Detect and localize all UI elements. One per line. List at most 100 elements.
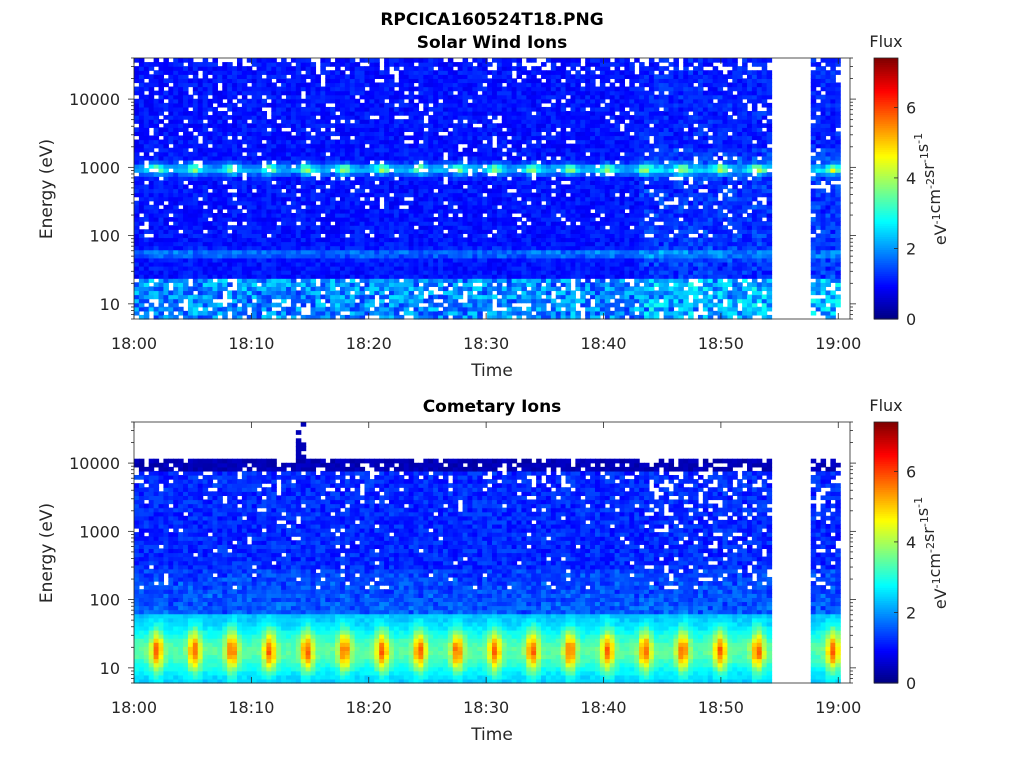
heatmap-cell	[295, 217, 302, 222]
heatmap-cell	[354, 82, 361, 88]
heatmap-cell	[227, 115, 233, 120]
heatmap-cell	[222, 204, 228, 210]
heatmap-cell	[187, 261, 194, 267]
heatmap-cell	[384, 131, 390, 137]
heatmap-cell	[369, 249, 375, 255]
heatmap-cell	[433, 180, 439, 186]
heatmap-cell	[531, 294, 537, 300]
heatmap-cell	[290, 135, 297, 141]
heatmap-cell	[276, 90, 282, 96]
heatmap-cell	[545, 314, 552, 320]
heatmap-cell	[266, 245, 272, 251]
heatmap-cell	[202, 82, 209, 88]
heatmap-cell	[212, 172, 218, 177]
heatmap-cell	[212, 237, 218, 243]
heatmap-cell	[178, 212, 184, 218]
heatmap-cell	[487, 159, 493, 165]
heatmap-cell	[305, 70, 312, 75]
heatmap-cell	[511, 123, 518, 128]
heatmap-cell	[212, 66, 218, 71]
heatmap-cell	[354, 90, 361, 96]
heatmap-cell	[511, 102, 518, 108]
heatmap-cell	[197, 115, 204, 120]
heatmap-cell	[369, 102, 375, 108]
heatmap-cell	[492, 286, 498, 292]
heatmap-cell	[452, 294, 459, 300]
heatmap-cell	[506, 274, 513, 279]
heatmap-cell	[428, 270, 434, 275]
heatmap-cell	[256, 164, 263, 169]
heatmap-cell	[217, 302, 223, 308]
heatmap-cell	[428, 249, 434, 255]
heatmap-cell	[472, 196, 478, 202]
heatmap-cell	[457, 196, 464, 202]
heatmap-cell	[192, 90, 199, 96]
heatmap-cell	[536, 155, 542, 161]
heatmap-cell	[295, 290, 302, 296]
heatmap-cell	[227, 172, 233, 177]
heatmap-cell	[408, 168, 415, 173]
heatmap-cell	[335, 115, 341, 120]
heatmap-cell	[354, 127, 361, 133]
heatmap-cell	[403, 245, 410, 251]
heatmap-cell	[134, 58, 140, 63]
heatmap-cell	[236, 225, 243, 230]
heatmap-cell	[339, 298, 346, 304]
heatmap-cell	[241, 241, 248, 247]
heatmap-cell	[438, 143, 444, 149]
heatmap-cell	[379, 90, 385, 96]
heatmap-cell	[550, 253, 557, 259]
heatmap-cell	[192, 196, 199, 202]
heatmap-cell	[536, 135, 542, 141]
heatmap-cell	[339, 147, 346, 153]
heatmap-cell	[506, 245, 513, 251]
heatmap-cell	[531, 135, 537, 141]
heatmap-cell	[178, 123, 184, 128]
heatmap-cell	[541, 233, 547, 239]
heatmap-cell	[442, 135, 449, 141]
heatmap-cell	[447, 265, 454, 271]
heatmap-cell	[496, 172, 503, 177]
heatmap-cell	[501, 229, 508, 234]
heatmap-cell	[536, 192, 542, 198]
heatmap-cell	[335, 192, 341, 198]
heatmap-cell	[217, 212, 223, 218]
heatmap-cell	[447, 102, 454, 108]
heatmap-cell	[467, 102, 473, 108]
heatmap-cell	[374, 62, 380, 67]
heatmap-cell	[192, 274, 199, 279]
heatmap-cell	[212, 274, 218, 279]
heatmap-cell	[300, 249, 307, 255]
heatmap-cell	[442, 111, 449, 116]
heatmap-cell	[555, 147, 562, 153]
heatmap-cell	[487, 225, 493, 230]
heatmap-cell	[251, 58, 258, 63]
heatmap-cell	[271, 106, 277, 112]
heatmap-cell	[143, 62, 150, 67]
heatmap-cell	[266, 249, 272, 255]
heatmap-cell	[281, 135, 287, 141]
heatmap-cell	[369, 225, 375, 230]
heatmap-cell	[550, 282, 557, 287]
heatmap-cell	[536, 66, 542, 71]
heatmap-cell	[330, 111, 336, 116]
heatmap-cell	[492, 253, 498, 259]
heatmap-cell	[335, 70, 341, 75]
heatmap-cell	[276, 290, 282, 296]
heatmap-cell	[389, 290, 395, 296]
heatmap-cell	[168, 127, 174, 133]
heatmap-cell	[467, 147, 473, 153]
heatmap-cell	[501, 143, 508, 149]
heatmap-cell	[482, 257, 488, 263]
heatmap-cell	[295, 257, 302, 263]
heatmap-cell	[438, 94, 444, 100]
heatmap-cell	[447, 208, 454, 214]
heatmap-cell	[163, 164, 169, 169]
heatmap-cell	[433, 282, 439, 287]
heatmap-cell	[281, 298, 287, 304]
heatmap-cell	[472, 106, 478, 112]
heatmap-cell	[462, 74, 469, 79]
heatmap-cell	[281, 139, 287, 145]
heatmap-cell	[359, 102, 366, 108]
heatmap-cell	[138, 139, 145, 145]
